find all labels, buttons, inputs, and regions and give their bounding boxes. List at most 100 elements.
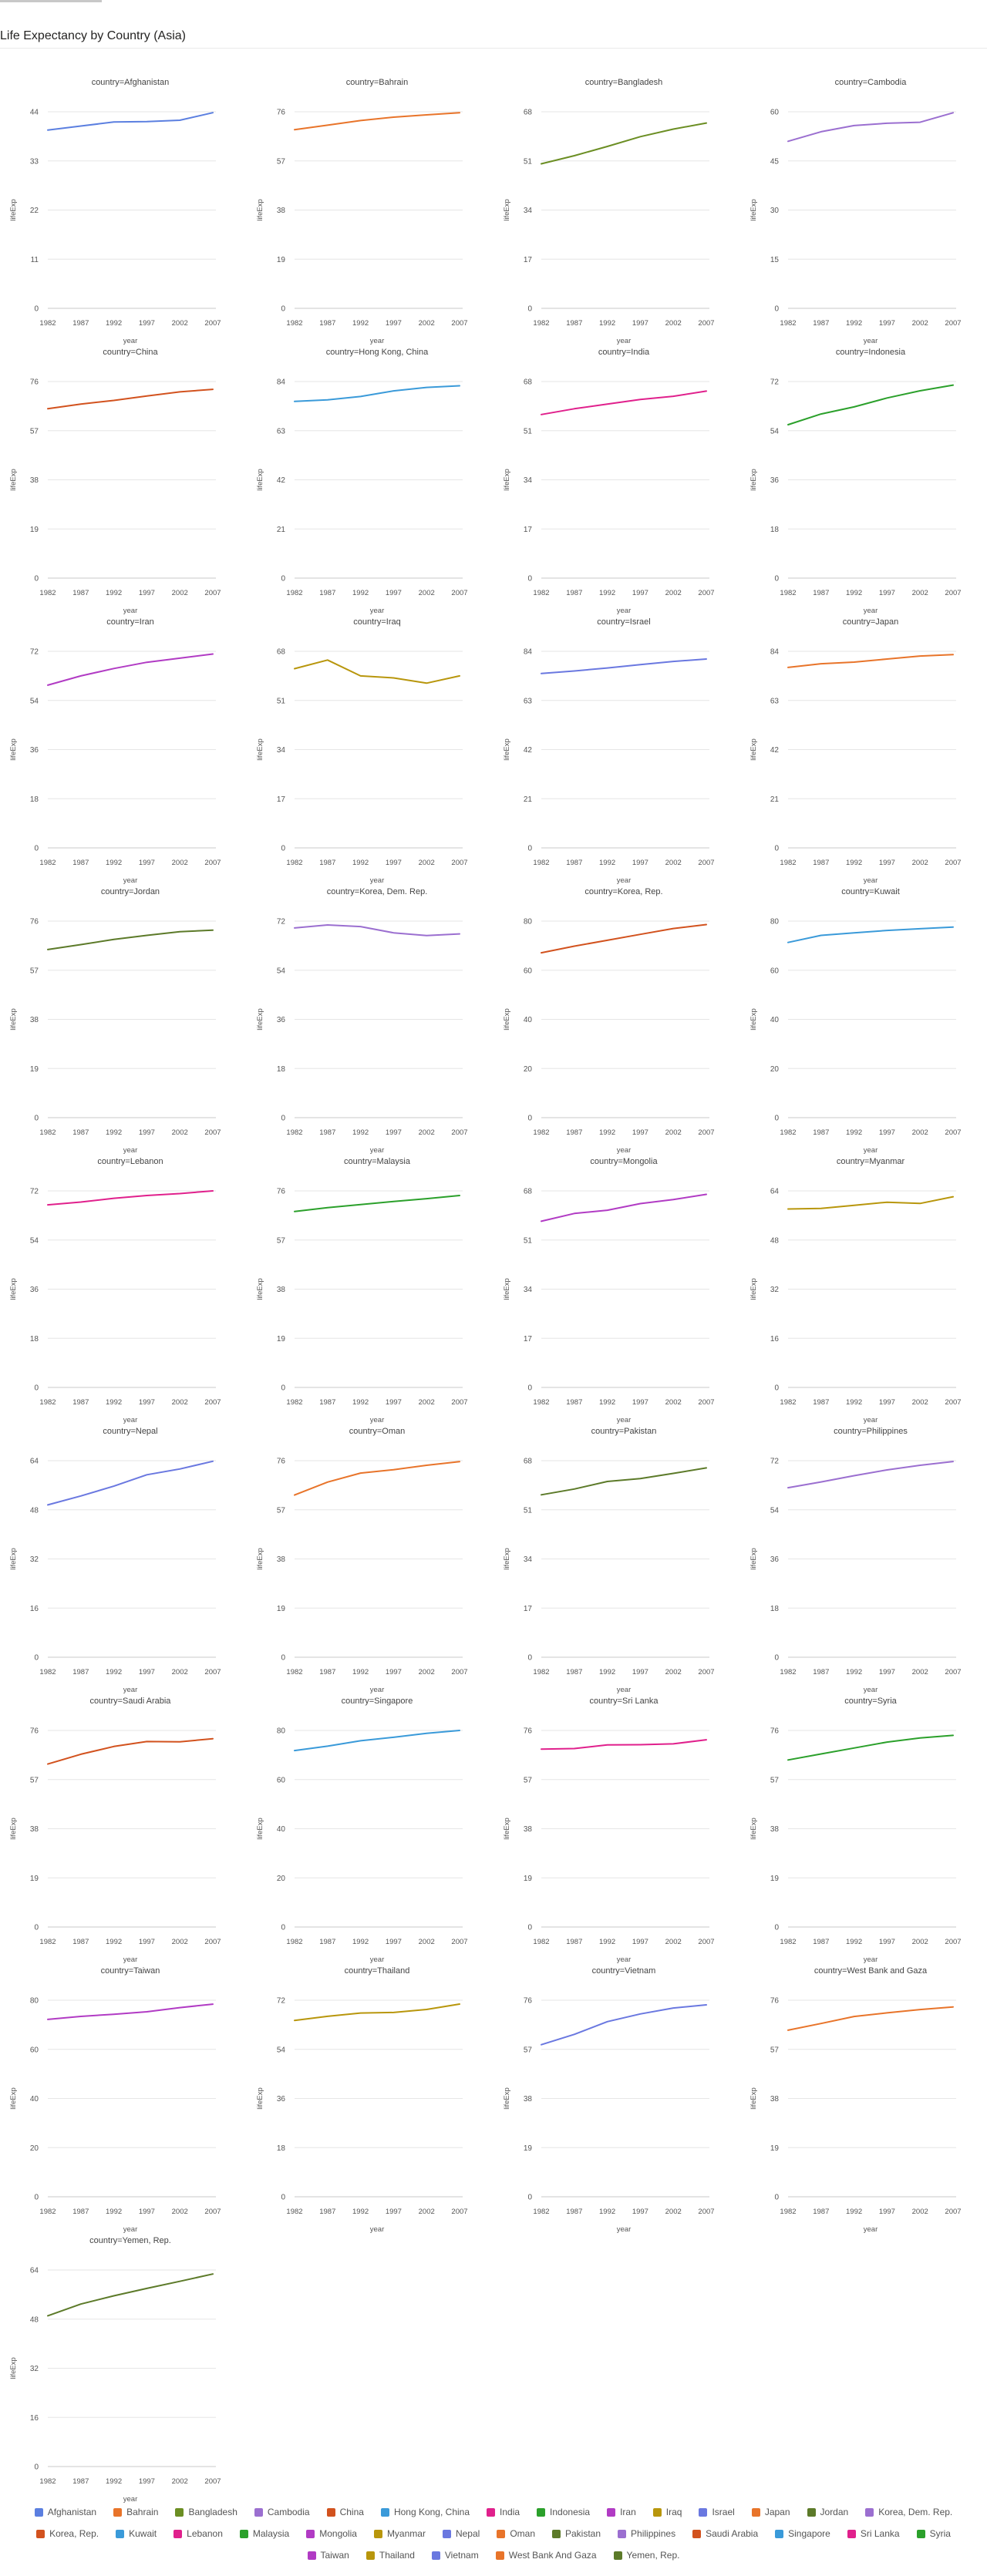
x-tick-label: 1987: [813, 1668, 829, 1676]
y-tick-label: 80: [524, 918, 533, 926]
x-tick-label: 1997: [879, 319, 895, 328]
y-tick-label: 68: [524, 378, 533, 387]
y-tick-label: 0: [527, 1384, 532, 1393]
facet-panel: country=Jordan 0 19 38 57 76 1982 1987 1992 1997 2…: [9, 887, 221, 1155]
facet-panel: country=India 0 17 34 51 68 1982 1987 1992 1997 20…: [503, 348, 715, 615]
x-tick-label: 1992: [106, 859, 122, 867]
x-tick-label: 2007: [451, 319, 467, 328]
x-tick-label: 1992: [106, 2208, 122, 2216]
y-tick-label: 51: [524, 1506, 533, 1515]
series-line: [541, 122, 707, 165]
legend-item[interactable]: Taiwan: [307, 2550, 349, 2561]
legend-item[interactable]: Japan: [751, 2507, 790, 2517]
facet-title: country=Malaysia: [344, 1157, 411, 1166]
x-tick-label: 1982: [533, 1128, 549, 1137]
legend-swatch: [847, 2529, 856, 2538]
x-tick-label: 2002: [912, 319, 928, 328]
legend-item[interactable]: Singapore: [775, 2528, 830, 2539]
legend-item[interactable]: Lebanon: [173, 2528, 223, 2539]
facet-title: country=Iran: [106, 617, 153, 627]
x-tick-label: 1992: [352, 589, 369, 597]
legend-item[interactable]: Kuwait: [116, 2528, 157, 2539]
y-tick-label: 64: [30, 1458, 39, 1466]
legend-label: Nepal: [455, 2528, 480, 2539]
legend-swatch: [699, 2507, 708, 2517]
legend-item[interactable]: Korea, Rep.: [36, 2528, 99, 2539]
legend-item[interactable]: Bahrain: [113, 2507, 158, 2517]
x-tick-label: 1987: [72, 1668, 89, 1676]
y-tick-label: 19: [770, 1875, 780, 1883]
legend-item[interactable]: Vietnam: [431, 2550, 479, 2561]
x-axis-title: year: [370, 607, 384, 615]
facet-panel: country=Malaysia 0 19 38 57 76 1982 1987 1992 199…: [256, 1157, 468, 1424]
y-tick-label: 48: [30, 2315, 39, 2324]
x-axis-title: year: [370, 2225, 384, 2234]
x-tick-label: 1997: [386, 2208, 402, 2216]
facet-panel: country=Taiwan 0 20 40 60 80 1982 1987 1992 1997 2…: [9, 1966, 221, 2234]
legend-item[interactable]: Cambodia: [254, 2507, 310, 2517]
series-line: [294, 1195, 460, 1212]
legend-item[interactable]: Afghanistan: [34, 2507, 96, 2517]
x-tick-label: 2007: [945, 319, 961, 328]
facet-panel: country=Korea, Dem. Rep. 0 18 36 54 72 1982 198…: [256, 887, 468, 1155]
y-tick-label: 38: [770, 1825, 780, 1834]
x-tick-label: 1997: [632, 859, 648, 867]
legend-item[interactable]: Iraq: [652, 2507, 682, 2517]
legend-item[interactable]: Thailand: [365, 2550, 415, 2561]
facet-panel: country=Cambodia 0 15 30 45 60 1982 1987 1992 199…: [750, 78, 962, 345]
legend-item[interactable]: Sri Lanka: [847, 2528, 900, 2539]
legend-item[interactable]: Yemen, Rep.: [613, 2550, 679, 2561]
x-axis-title: year: [617, 876, 631, 885]
legend-item[interactable]: Israel: [699, 2507, 735, 2517]
legend-item[interactable]: Indonesia: [537, 2507, 590, 2517]
x-tick-label: 1997: [879, 1128, 895, 1137]
x-axis-title: year: [617, 607, 631, 615]
legend-item[interactable]: Philippines: [618, 2528, 675, 2539]
legend-swatch: [775, 2529, 784, 2538]
series-line: [294, 1461, 460, 1496]
y-tick-label: 0: [34, 2463, 39, 2472]
legend-item[interactable]: China: [326, 2507, 364, 2517]
y-tick-label: 42: [770, 746, 780, 755]
legend-item[interactable]: West Bank And Gaza: [495, 2550, 597, 2561]
y-axis-title: lifeExp: [503, 2087, 511, 2110]
x-tick-label: 1997: [139, 1398, 155, 1407]
y-tick-label: 0: [281, 1384, 285, 1393]
legend-item[interactable]: Oman: [497, 2528, 535, 2539]
x-tick-label: 2007: [945, 859, 961, 867]
legend-item[interactable]: Iran: [607, 2507, 636, 2517]
y-tick-label: 16: [770, 1335, 780, 1343]
facet-panel: country=Philippines 0 18 36 54 72 1982 1987 1992…: [750, 1427, 962, 1694]
legend-item[interactable]: Korea, Dem. Rep.: [865, 2507, 952, 2517]
legend-item[interactable]: Nepal: [442, 2528, 480, 2539]
legend-item[interactable]: Myanmar: [373, 2528, 426, 2539]
y-tick-label: 80: [770, 918, 780, 926]
facet-panel: country=Iran 0 18 36 54 72 1982 1987 1992 1997 200…: [9, 617, 221, 885]
legend-item[interactable]: Malaysia: [239, 2528, 289, 2539]
legend-item[interactable]: Jordan: [807, 2507, 848, 2517]
y-tick-label: 0: [527, 1115, 532, 1123]
legend-item[interactable]: Bangladesh: [175, 2507, 237, 2517]
series-line: [787, 1196, 954, 1210]
x-tick-label: 1982: [780, 1668, 796, 1676]
x-tick-label: 1992: [846, 859, 862, 867]
y-tick-label: 76: [277, 1188, 286, 1196]
x-tick-label: 1987: [319, 319, 335, 328]
facet-title: country=Israel: [597, 617, 650, 627]
x-axis-title: year: [370, 1686, 384, 1694]
y-axis-title: lifeExp: [9, 2357, 18, 2379]
legend-item[interactable]: Pakistan: [552, 2528, 601, 2539]
legend-item[interactable]: Hong Kong, China: [380, 2507, 470, 2517]
legend-item[interactable]: Mongolia: [306, 2528, 357, 2539]
facet-title: country=Singapore: [342, 1697, 413, 1706]
legend-item[interactable]: India: [487, 2507, 520, 2517]
series-line: [47, 2273, 214, 2317]
facet-panel: country=Pakistan 0 17 34 51 68 1982 1987 1992 199…: [503, 1427, 715, 1694]
legend-item[interactable]: Saudi Arabia: [692, 2528, 758, 2539]
y-tick-label: 68: [277, 648, 286, 657]
y-tick-label: 84: [277, 378, 286, 387]
y-tick-label: 54: [770, 1506, 780, 1515]
y-tick-label: 60: [770, 967, 780, 975]
legend-item[interactable]: Syria: [916, 2528, 951, 2539]
